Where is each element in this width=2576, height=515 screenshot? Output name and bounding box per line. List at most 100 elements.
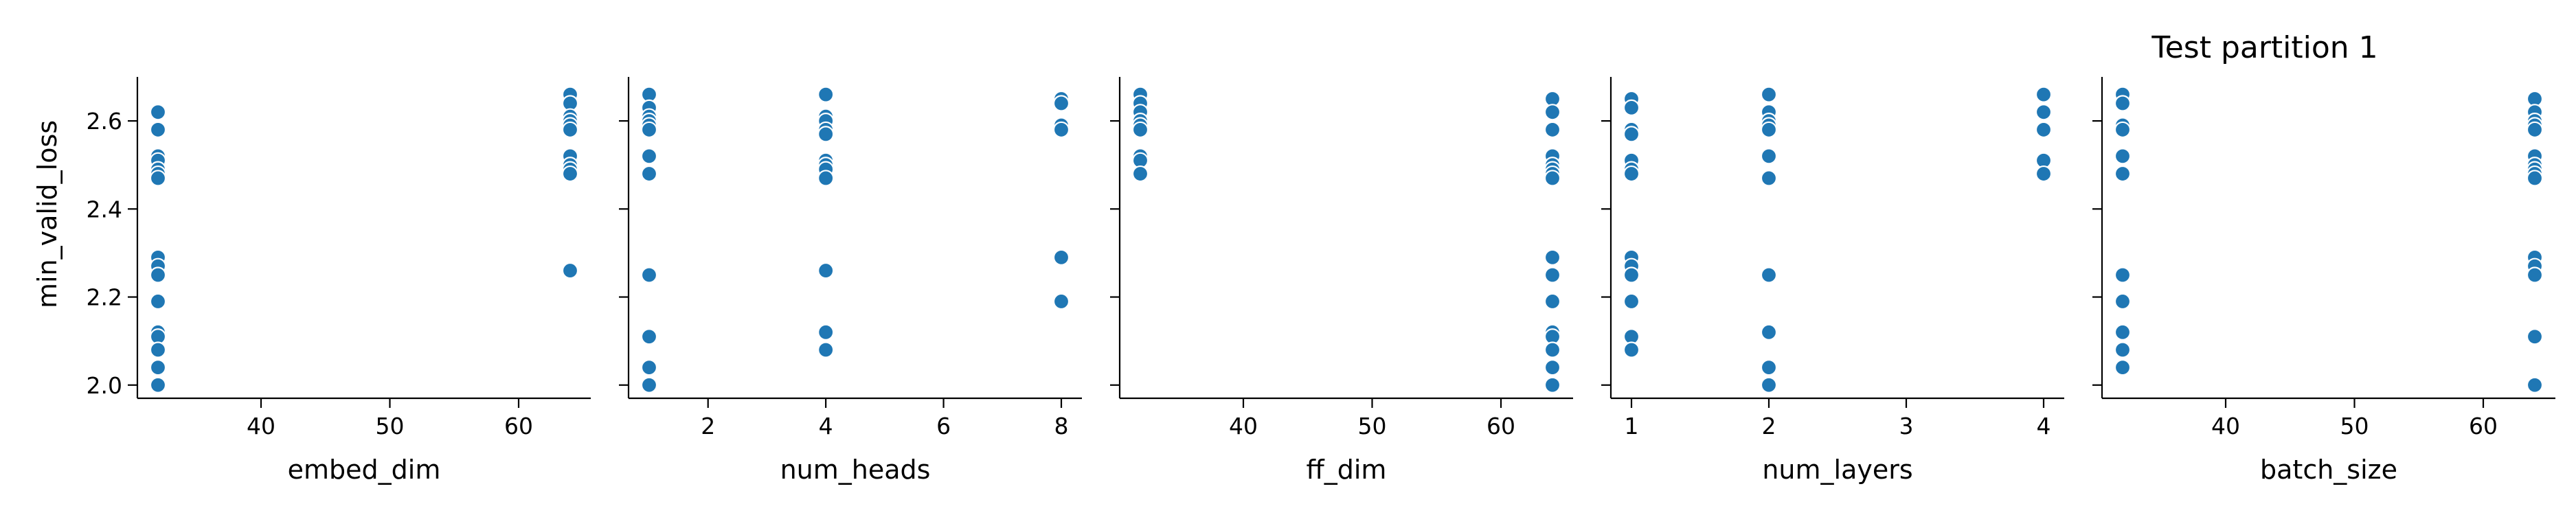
x-tick-label: 40 (1229, 413, 1258, 439)
data-point (2114, 165, 2132, 183)
data-point (1760, 148, 1778, 165)
data-point (2114, 148, 2132, 165)
data-point (817, 341, 835, 358)
data-point (1760, 266, 1778, 284)
data-point (2114, 121, 2132, 139)
x-tick-label: 1 (1625, 413, 1639, 439)
data-point (1131, 165, 1149, 183)
x-tick-label: 60 (2469, 413, 2498, 439)
x-axis-label: ff_dim (1307, 455, 1387, 485)
panel-ff_dim: 40 50 60 ff_dim (1110, 77, 1573, 485)
data-point (2526, 328, 2544, 345)
x-axis-label: num_heads (780, 455, 931, 485)
x-axis-label: batch_size (2260, 455, 2397, 485)
data-point (149, 293, 167, 310)
data-point (2035, 121, 2053, 139)
data-point (1760, 121, 1778, 139)
x-tick-label: 60 (1487, 413, 1515, 439)
x-tick-label: 2 (701, 413, 715, 439)
y-axis-label: min_valid_loss (32, 120, 63, 308)
data-point (561, 165, 579, 183)
data-point (640, 376, 658, 393)
x-tick-label: 40 (2211, 413, 2240, 439)
data-point (640, 328, 658, 345)
data-point (1544, 170, 1561, 187)
data-point (2526, 170, 2544, 187)
x-tick-label: 50 (1358, 413, 1387, 439)
x-tick-label: 50 (2340, 413, 2369, 439)
data-point (561, 121, 579, 139)
data-point (1544, 249, 1561, 266)
data-point (1052, 95, 1070, 112)
x-tick-label: 3 (1899, 413, 1914, 439)
data-point (149, 359, 167, 376)
figure-title: Test partition 1 (2151, 30, 2377, 65)
data-point (1760, 359, 1778, 376)
data-point (1760, 323, 1778, 341)
x-axis-label: num_layers (1762, 455, 1912, 485)
data-point (149, 170, 167, 187)
data-point (1760, 86, 1778, 103)
data-point (1131, 121, 1149, 139)
data-point (1623, 293, 1640, 310)
x-tick-label: 40 (247, 413, 275, 439)
panel-num_layers: 1 2 3 4 num_layers (1601, 77, 2064, 485)
data-point (149, 266, 167, 284)
x-tick-label: 4 (819, 413, 833, 439)
data-point (1623, 126, 1640, 143)
data-point (1544, 266, 1561, 284)
data-point (2526, 121, 2544, 139)
data-point (640, 165, 658, 183)
panel-embed_dim: 2.0 2.2 2.4 2.6 40 50 60 embed_dim (87, 77, 591, 485)
y-tick-label: 2.6 (87, 108, 122, 135)
data-point (149, 104, 167, 121)
y-tick-label: 2.0 (87, 372, 122, 399)
panels-group: 2.0 2.2 2.4 2.6 40 50 60 embed_dim 2 4 6 8 num_heads… (87, 77, 2555, 485)
data-point (2035, 86, 2053, 103)
data-point (149, 341, 167, 358)
y-tick-label: 2.4 (87, 196, 122, 222)
data-point (817, 323, 835, 341)
data-point (2114, 293, 2132, 310)
data-point (1544, 341, 1561, 358)
data-point (1623, 99, 1640, 116)
data-point (2114, 359, 2132, 376)
data-point (1623, 165, 1640, 183)
x-tick-label: 6 (936, 413, 951, 439)
data-point (640, 148, 658, 165)
data-point (1760, 376, 1778, 393)
data-point (1760, 170, 1778, 187)
data-point (2526, 376, 2544, 393)
x-tick-label: 8 (1054, 413, 1069, 439)
data-point (2035, 104, 2053, 121)
data-point (817, 170, 835, 187)
data-point (2114, 323, 2132, 341)
data-point (640, 266, 658, 284)
data-point (1544, 121, 1561, 139)
x-tick-label: 4 (2037, 413, 2051, 439)
data-point (2114, 95, 2132, 112)
data-point (817, 86, 835, 103)
panel-num_heads: 2 4 6 8 num_heads (619, 77, 1082, 485)
y-tick-label: 2.2 (87, 284, 122, 311)
data-point (1544, 293, 1561, 310)
x-tick-label: 2 (1762, 413, 1776, 439)
data-point (2114, 341, 2132, 358)
data-point (1544, 376, 1561, 393)
data-point (1623, 341, 1640, 358)
data-point (1052, 293, 1070, 310)
data-point (640, 359, 658, 376)
data-point (149, 121, 167, 139)
data-point (1052, 121, 1070, 139)
panel-batch_size: 40 50 60 batch_size (2092, 77, 2555, 485)
data-point (640, 121, 658, 139)
data-point (1544, 104, 1561, 121)
data-point (2035, 165, 2053, 183)
x-tick-label: 50 (376, 413, 405, 439)
x-tick-label: 60 (504, 413, 533, 439)
data-point (1623, 266, 1640, 284)
x-axis-label: embed_dim (288, 455, 441, 485)
data-point (817, 262, 835, 279)
data-point (1052, 249, 1070, 266)
